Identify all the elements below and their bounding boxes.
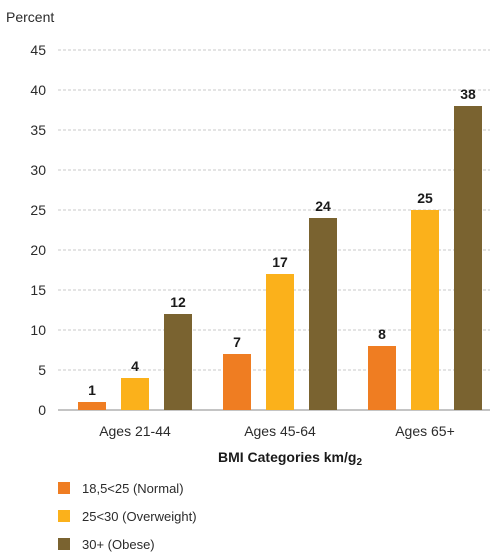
legend-swatch	[58, 538, 70, 550]
y-tick-label: 0	[38, 402, 46, 418]
x-axis-label-subscript: 2	[356, 457, 362, 468]
bar	[223, 354, 251, 410]
y-tick-labels: 0 5 10 15 20 25 30 35 40 45	[30, 42, 46, 418]
y-tick-label: 20	[30, 242, 46, 258]
data-label: 1	[88, 382, 96, 398]
data-label: 7	[233, 334, 241, 350]
data-label: 4	[131, 358, 139, 374]
legend-swatch	[58, 510, 70, 522]
data-label: 12	[170, 294, 186, 310]
category-label: Ages 45-64	[244, 423, 316, 439]
y-tick-label: 40	[30, 82, 46, 98]
x-axis-label: BMI Categories km/g2	[218, 449, 362, 468]
bar	[411, 210, 439, 410]
data-label: 8	[378, 326, 386, 342]
data-label: 24	[315, 198, 331, 214]
y-tick-label: 10	[30, 322, 46, 338]
legend-label: 30+ (Obese)	[82, 537, 155, 552]
data-label: 17	[272, 254, 288, 270]
bar	[78, 402, 106, 410]
legend-swatch	[58, 482, 70, 494]
bar	[368, 346, 396, 410]
y-axis-label: Percent	[6, 9, 54, 25]
y-tick-label: 5	[38, 362, 46, 378]
x-axis-label-main: BMI Categories km/g	[218, 449, 356, 465]
y-tick-label: 25	[30, 202, 46, 218]
y-tick-label: 15	[30, 282, 46, 298]
category-label: Ages 21-44	[99, 423, 171, 439]
bar	[454, 106, 482, 410]
bar	[164, 314, 192, 410]
data-labels: 1 4 12 7 17 24 8 25 38	[88, 86, 476, 398]
category-label: Ages 65+	[395, 423, 455, 439]
data-label: 25	[417, 190, 433, 206]
y-tick-label: 30	[30, 162, 46, 178]
data-label: 38	[460, 86, 476, 102]
legend: 18,5<25 (Normal) 25<30 (Overweight) 30+ (O…	[58, 481, 197, 552]
y-tick-label: 45	[30, 42, 46, 58]
y-tick-label: 35	[30, 122, 46, 138]
bar	[121, 378, 149, 410]
legend-label: 25<30 (Overweight)	[82, 509, 197, 524]
bars	[78, 106, 482, 410]
bar	[266, 274, 294, 410]
bar	[309, 218, 337, 410]
category-labels: Ages 21-44 Ages 45-64 Ages 65+	[99, 423, 455, 439]
legend-label: 18,5<25 (Normal)	[82, 481, 184, 496]
gridlines	[58, 49, 490, 411]
